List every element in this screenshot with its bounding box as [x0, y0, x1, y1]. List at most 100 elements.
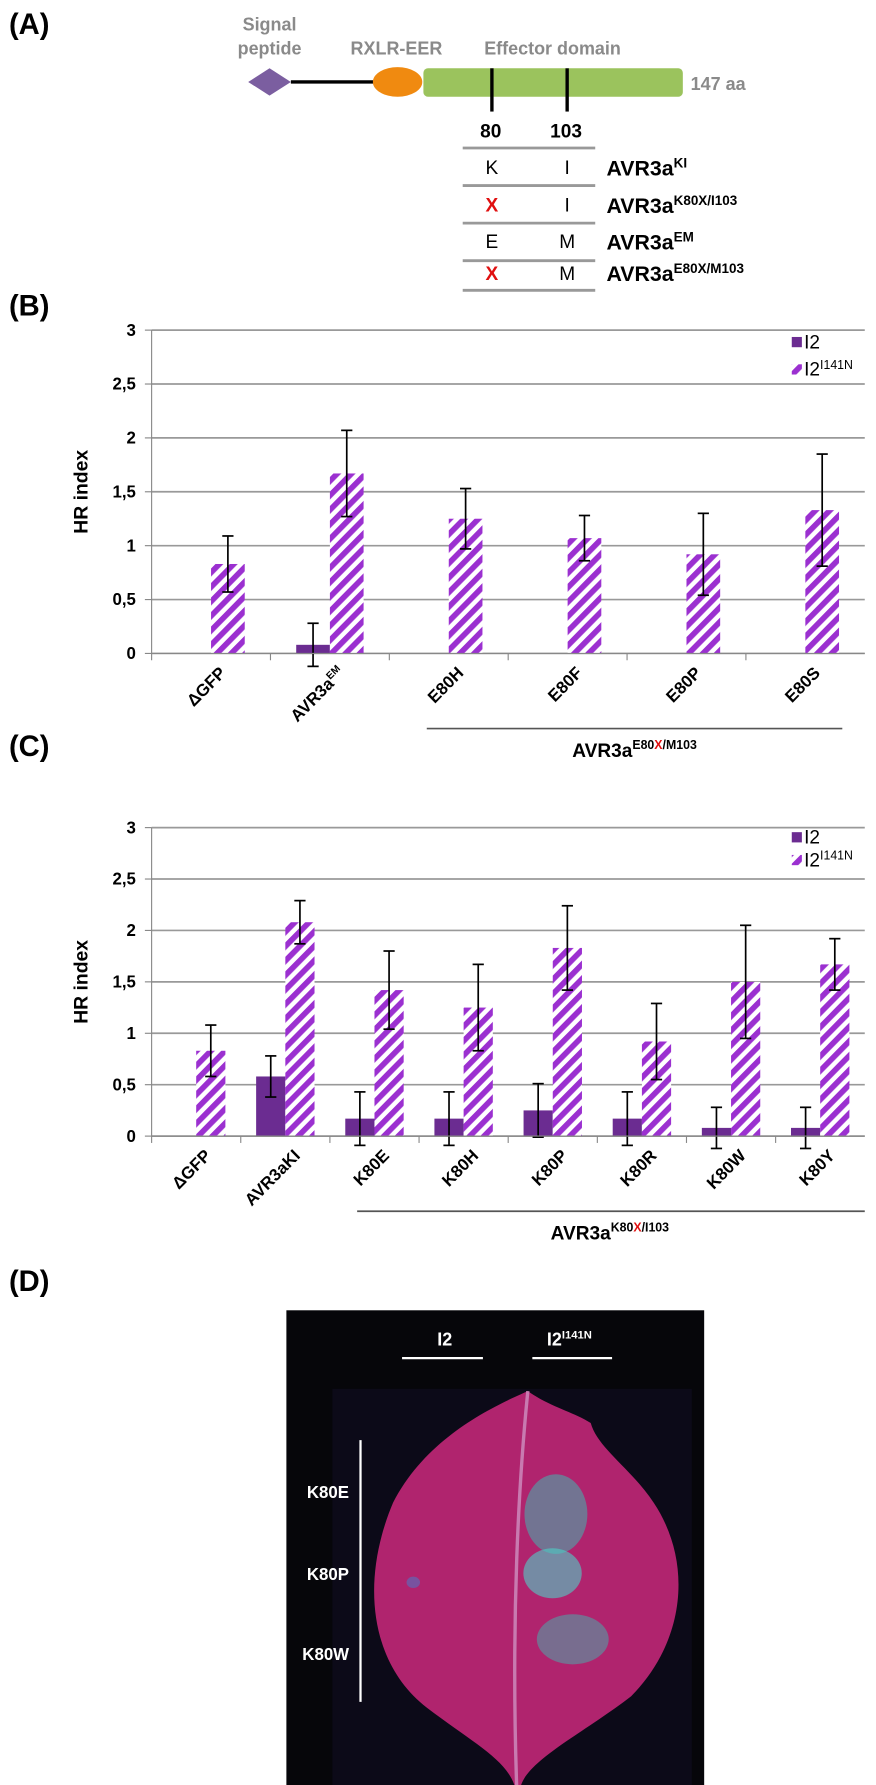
variant-name: AVR3aKI [606, 155, 687, 180]
y-tick-label: 1 [127, 536, 136, 555]
hr-spot [523, 1548, 582, 1599]
y-axis-label: HR index [72, 450, 93, 534]
y-tick-label: 0 [127, 644, 136, 663]
column-label: I2I141N [547, 1329, 592, 1349]
label: AVR3a [572, 741, 632, 762]
error-bar [383, 950, 395, 1031]
label: RXLR-EER [351, 39, 443, 59]
panel-label: (A) [9, 8, 50, 41]
superscript: KI [674, 155, 687, 170]
label: K80H [438, 1146, 482, 1190]
residue: X [486, 196, 499, 217]
signal-peptide [248, 68, 291, 96]
error-bar [294, 899, 306, 945]
panel-label: (D) [9, 1265, 50, 1298]
legend-label: I2 [804, 332, 820, 353]
superscript: K80 [611, 1221, 634, 1235]
superscript: I141N [820, 848, 853, 862]
label: AVR3a [606, 194, 674, 218]
y-tick-label: 1,5 [112, 972, 135, 991]
y-tick-label: 2,5 [112, 375, 135, 394]
position: 103 [550, 122, 582, 143]
label: AVR3a [606, 230, 674, 254]
x-tick-label: E80P [663, 663, 705, 706]
legend-swatch [791, 336, 802, 348]
y-tick-label: 1 [127, 1024, 136, 1043]
label: AVR3aKI [241, 1146, 304, 1210]
label: K80P [528, 1146, 571, 1190]
label: Effector domain [484, 39, 621, 59]
label: AVR3a [606, 156, 674, 180]
superscript: EM [674, 229, 694, 244]
error-bar [697, 512, 709, 597]
error-bar [816, 453, 828, 567]
superscript: I141N [820, 358, 853, 372]
y-tick-label: 1,5 [112, 482, 135, 501]
label: peptide [238, 39, 302, 59]
superscript: X [654, 738, 663, 752]
hr-spot [524, 1474, 588, 1554]
label: K80R [617, 1146, 661, 1190]
label: AVR3a [606, 262, 674, 286]
x-tick-label: K80R [617, 1146, 661, 1190]
residue: M [559, 264, 575, 285]
x-tick-label: E80S [781, 663, 823, 706]
superscript: E80X/M103 [674, 261, 745, 276]
label: K80W [703, 1146, 749, 1193]
legend-label: I2 [804, 827, 820, 848]
leaf-photo: I2 I2I141N K80E K80P K80W [286, 1310, 705, 1785]
y-tick-label: 2 [127, 921, 136, 940]
error-bar [205, 1024, 217, 1078]
position: 80 [480, 122, 501, 143]
error-bar [341, 429, 353, 518]
error-bar [650, 1002, 663, 1081]
bar [285, 922, 315, 1137]
residue: M [559, 232, 575, 253]
y-tick-label: 0,5 [112, 1075, 135, 1094]
error-bar [459, 487, 472, 550]
hr-spot [536, 1614, 609, 1665]
error-bar [532, 1082, 544, 1138]
x-tick-label: K80W [703, 1146, 749, 1193]
y-tick-label: 2,5 [112, 870, 135, 889]
effector-domain [423, 68, 683, 97]
superscript: X [633, 1221, 642, 1235]
label: E80F [544, 663, 586, 705]
y-tick-label: 3 [127, 321, 136, 340]
x-tick-label: AVR3aKI [241, 1146, 304, 1210]
label: I2 [804, 827, 820, 848]
error-bar [740, 924, 752, 1040]
error-bar [561, 904, 573, 991]
superscript: E80 [632, 738, 654, 752]
label: K80E [350, 1146, 393, 1190]
row-label: K80P [307, 1565, 349, 1584]
error-bar [472, 963, 484, 1052]
y-tick-label: 3 [127, 818, 136, 837]
label: Signal [243, 15, 297, 35]
legend-swatch [791, 832, 802, 843]
superscript: K80X/I103 [674, 193, 738, 208]
column-label: I2 [437, 1329, 452, 1349]
label: E80P [663, 663, 705, 706]
rxlr-domain [372, 67, 423, 97]
y-tick-label: 2 [127, 428, 136, 447]
y-tick-label: 0,5 [112, 590, 135, 609]
label: I2 [547, 1329, 562, 1349]
variant-name: AVR3aE80X/M103 [606, 261, 744, 286]
label: E80H [424, 663, 467, 707]
panel-label: (C) [9, 730, 50, 763]
error-bar [307, 622, 319, 668]
label: K80Y [796, 1145, 840, 1189]
error-bar [829, 937, 841, 991]
x-tick-label: AVR3aEM [287, 663, 349, 725]
residue: E [486, 232, 499, 253]
error-bar [799, 1106, 812, 1150]
spot [406, 1576, 421, 1589]
domain-diagram: Signal peptide RXLR-EER Effector domain … [238, 15, 747, 292]
error-bar [578, 514, 591, 562]
label: I2 [804, 332, 820, 353]
residue: X [486, 264, 499, 285]
row-label: K80W [302, 1645, 349, 1664]
residue: K [486, 158, 499, 179]
